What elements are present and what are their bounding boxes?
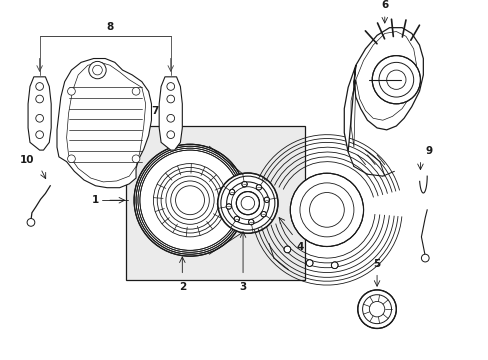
Text: 2: 2: [178, 282, 185, 292]
Circle shape: [371, 55, 420, 104]
Polygon shape: [28, 77, 51, 150]
Polygon shape: [57, 59, 151, 188]
Circle shape: [136, 146, 244, 254]
Circle shape: [36, 131, 43, 139]
Circle shape: [36, 82, 43, 90]
Circle shape: [132, 87, 140, 95]
Polygon shape: [344, 28, 423, 152]
Circle shape: [27, 219, 35, 226]
Circle shape: [166, 114, 174, 122]
Circle shape: [138, 148, 242, 252]
Polygon shape: [159, 77, 182, 150]
Circle shape: [67, 87, 75, 95]
Circle shape: [242, 181, 247, 187]
Text: 10: 10: [20, 154, 34, 165]
Circle shape: [132, 155, 140, 163]
Circle shape: [421, 254, 428, 262]
Text: 4: 4: [295, 242, 303, 252]
Circle shape: [290, 173, 363, 247]
Circle shape: [67, 155, 75, 163]
Circle shape: [236, 192, 259, 215]
Circle shape: [284, 246, 290, 253]
Circle shape: [305, 260, 312, 266]
Circle shape: [234, 216, 239, 222]
Text: 8: 8: [106, 22, 113, 32]
Circle shape: [140, 150, 240, 250]
Circle shape: [166, 131, 174, 139]
Circle shape: [229, 189, 234, 195]
Circle shape: [36, 95, 43, 103]
Text: 5: 5: [373, 259, 380, 269]
Circle shape: [248, 219, 253, 225]
Circle shape: [166, 82, 174, 90]
Text: 1: 1: [92, 195, 99, 205]
Circle shape: [256, 185, 261, 190]
Circle shape: [36, 114, 43, 122]
Text: 9: 9: [425, 146, 431, 156]
Text: 6: 6: [380, 0, 387, 10]
Circle shape: [264, 197, 269, 202]
Circle shape: [261, 211, 266, 217]
Circle shape: [357, 290, 396, 328]
Bar: [126, 126, 304, 280]
Text: 3: 3: [239, 282, 246, 292]
Circle shape: [89, 62, 106, 79]
Circle shape: [226, 204, 231, 209]
Circle shape: [134, 144, 245, 256]
Circle shape: [331, 262, 337, 269]
Circle shape: [166, 95, 174, 103]
Circle shape: [217, 173, 278, 234]
Text: 7: 7: [151, 105, 159, 116]
